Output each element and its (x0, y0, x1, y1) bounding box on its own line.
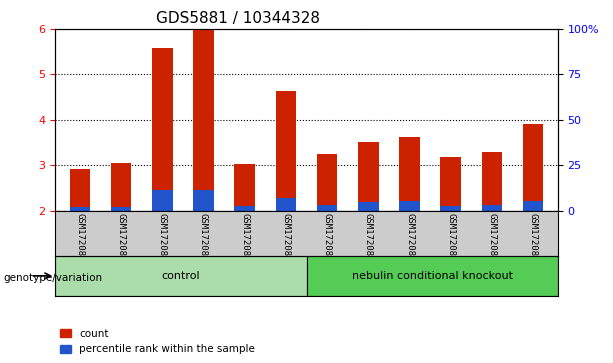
Bar (482, 205, 502, 211)
Text: GSM1720849: GSM1720849 (240, 213, 249, 266)
Text: GSM1720850: GSM1720850 (281, 213, 291, 266)
Bar (317, 154, 337, 211)
Bar (358, 143, 379, 211)
Text: GSM1720846: GSM1720846 (116, 213, 126, 266)
Bar (152, 48, 173, 211)
Text: GSM1720851: GSM1720851 (322, 213, 332, 266)
Text: GSM1720845: GSM1720845 (75, 213, 85, 266)
Bar (399, 201, 420, 211)
Bar (234, 164, 255, 211)
Text: GSM1720848: GSM1720848 (199, 213, 208, 266)
Bar (523, 124, 543, 211)
Bar (70, 207, 90, 211)
Bar (276, 198, 296, 211)
FancyBboxPatch shape (55, 256, 306, 296)
Text: GSM1720856: GSM1720856 (528, 213, 538, 266)
Bar (358, 202, 379, 211)
Bar (440, 206, 461, 211)
Bar (523, 201, 543, 211)
Bar (276, 91, 296, 211)
Bar (152, 190, 173, 211)
Text: nebulin conditional knockout: nebulin conditional knockout (352, 271, 512, 281)
Text: GDS5881 / 10344328: GDS5881 / 10344328 (156, 12, 320, 26)
FancyBboxPatch shape (306, 256, 558, 296)
Bar (399, 137, 420, 211)
Bar (111, 163, 131, 211)
Text: genotype/variation: genotype/variation (3, 273, 102, 283)
Text: GSM1720854: GSM1720854 (446, 213, 455, 266)
Bar (482, 152, 502, 211)
Text: control: control (161, 271, 200, 281)
Text: GSM1720852: GSM1720852 (364, 213, 373, 266)
Bar (317, 205, 337, 211)
Bar (193, 30, 214, 211)
Text: GSM1720855: GSM1720855 (487, 213, 497, 266)
Legend: count, percentile rank within the sample: count, percentile rank within the sample (60, 329, 255, 354)
Bar (234, 206, 255, 211)
Bar (440, 157, 461, 211)
Text: GSM1720847: GSM1720847 (158, 213, 167, 266)
Text: GSM1720853: GSM1720853 (405, 213, 414, 266)
Bar (70, 169, 90, 211)
Bar (111, 207, 131, 211)
Bar (193, 190, 214, 211)
